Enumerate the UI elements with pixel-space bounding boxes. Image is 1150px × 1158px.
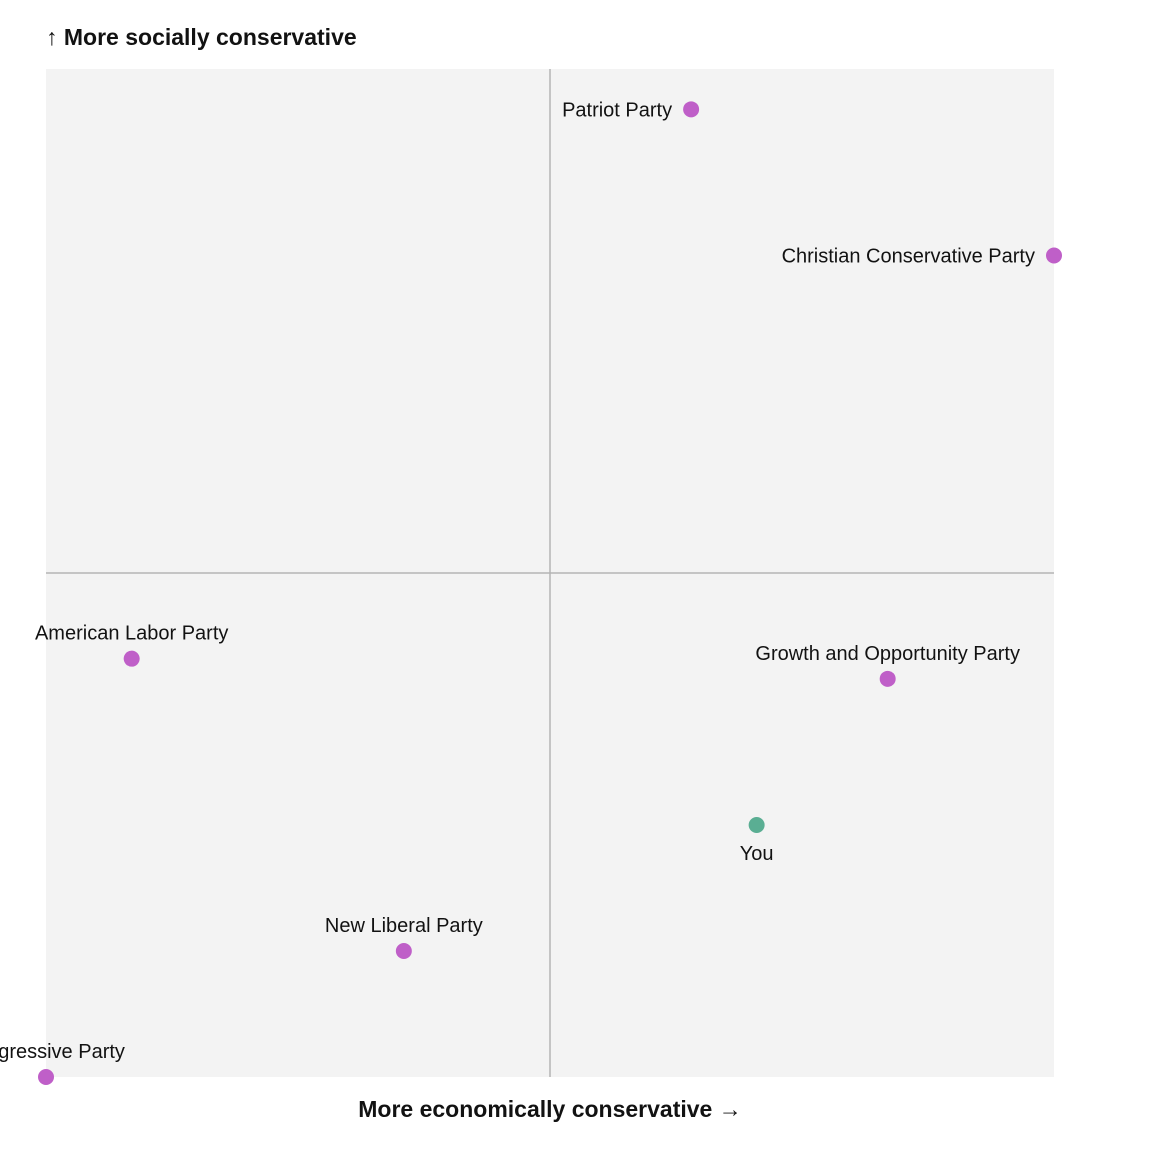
point-patriot-party (683, 101, 700, 118)
point-american-labor-party (123, 650, 140, 667)
point-progressive-party (38, 1069, 54, 1085)
point-christian-conservative-party (1046, 247, 1062, 264)
data-points: Patriot Party Christian Conservative Part… (0, 99, 1062, 1085)
point-growth-and-opportunity-party (879, 670, 896, 687)
point-label-progressive-party: Progressive Party (0, 1041, 125, 1063)
point-new-liberal-party (395, 943, 412, 959)
point-label-christian-conservative-party: Christian Conservative Party (782, 245, 1035, 267)
y-axis-title: ↑ More socially conservative (46, 24, 357, 50)
point-you (748, 817, 765, 833)
point-label-american-labor-party: American Labor Party (35, 623, 228, 645)
x-axis-title: More economically conservative → (358, 1096, 742, 1122)
point-label-you: You (740, 843, 774, 865)
point-label-new-liberal-party: New Liberal Party (325, 915, 483, 937)
point-label-patriot-party: Patriot Party (562, 99, 672, 121)
point-label-growth-and-opportunity-party: Growth and Opportunity Party (755, 643, 1020, 665)
